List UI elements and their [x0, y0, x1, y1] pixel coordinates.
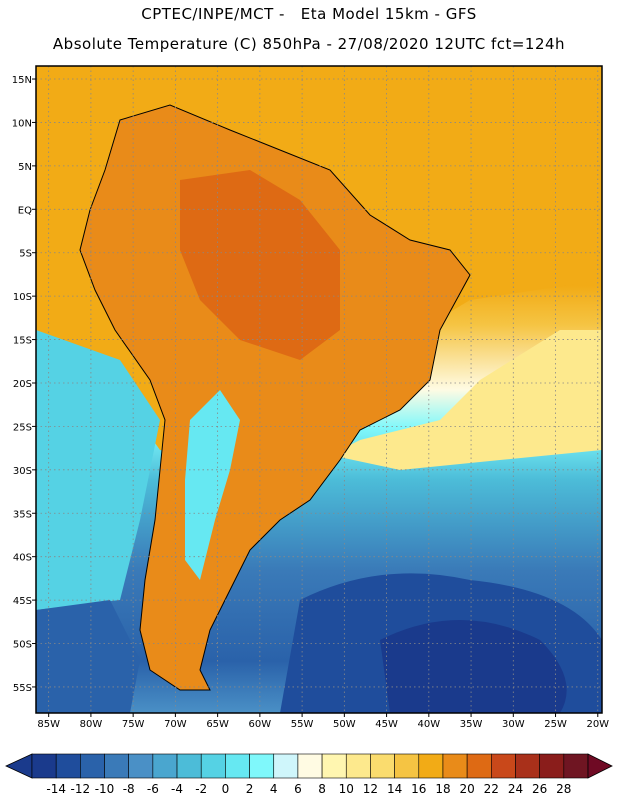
colorbar-swatch	[152, 753, 178, 779]
colorbar-tick-label: 18	[435, 782, 450, 796]
chart-title-line-2: Absolute Temperature (C) 850hPa - 27/08/…	[52, 35, 566, 53]
colorbar-swatch	[442, 753, 468, 779]
chart-title-line-1: CPTEC/INPE/MCT - Eta Model 15km - GFS	[141, 5, 477, 23]
lon-label: 70W	[164, 719, 187, 730]
colorbar-swatch	[418, 753, 444, 779]
colorbar-swatch	[273, 753, 299, 779]
lat-label: 5S	[19, 249, 32, 260]
colorbar-tick-label: 0	[222, 782, 230, 796]
lat-label: 30S	[13, 466, 32, 477]
lon-label: 50W	[333, 719, 356, 730]
colorbar-swatch	[515, 753, 540, 779]
colorbar-legend: -14 -12 -10 -8 -6 -4 -2 0 2 4 6 8 10 12 14 16 18 20 22 24 26…	[5, 753, 613, 796]
latitude-labels: 15N 10N 5N EQ 5S 10S 15S 20S 25S 30S 35S 40S 45S 50S 5…	[12, 75, 32, 694]
colorbar-tick-label: -14	[46, 782, 66, 796]
lat-label: 15N	[12, 75, 32, 86]
lat-label: 20S	[13, 379, 32, 390]
colorbar-tick-label: -2	[195, 782, 207, 796]
pacific-cool-tongue	[36, 330, 160, 610]
colorbar-swatch	[128, 753, 154, 779]
colorbar-min-arrow	[5, 753, 33, 779]
colorbar-tick-label: -8	[123, 782, 135, 796]
colorbar-tick-label: 10	[339, 782, 354, 796]
lat-label: 15S	[13, 336, 32, 347]
colorbar-tick-label: -12	[71, 782, 91, 796]
colorbar-swatch	[491, 753, 516, 779]
subtropical-yellow-band	[330, 330, 602, 470]
colorbar-tick-label: -10	[95, 782, 115, 796]
colorbar-tick-label: 20	[459, 782, 474, 796]
lon-label: 65W	[206, 719, 229, 730]
lon-label: 55W	[291, 719, 314, 730]
colorbar-tick-label: 12	[363, 782, 378, 796]
colorbar-swatch	[249, 753, 275, 779]
colorbar-tick-label: -6	[147, 782, 159, 796]
colorbar-swatch	[370, 753, 395, 779]
south-america-landmass	[79, 104, 471, 691]
lat-label: 50S	[13, 640, 32, 651]
lat-label: 35S	[13, 509, 32, 520]
colorbar-swatch	[297, 753, 323, 779]
colorbar-swatch	[200, 753, 226, 779]
andes-cool-strip	[185, 390, 240, 580]
colorbar-tick-label: 2	[246, 782, 254, 796]
lat-label: 25S	[13, 422, 32, 433]
map-frame	[35, 65, 603, 714]
colorbar-swatch	[563, 753, 589, 779]
colorbar-max-arrow	[587, 753, 613, 779]
lon-label: 80W	[80, 719, 103, 730]
lat-label: 55S	[13, 683, 32, 694]
colorbar-swatch	[345, 753, 371, 779]
colorbar-tick-label: -4	[171, 782, 183, 796]
lon-label: 45W	[375, 719, 398, 730]
lat-label: 10N	[12, 118, 32, 129]
lat-label: 40S	[13, 553, 32, 564]
colorbar-tick-label: 22	[484, 782, 499, 796]
colorbar-tick-label: 14	[387, 782, 402, 796]
colorbar-swatch	[104, 753, 129, 779]
colorbar-tick-label: 28	[556, 782, 571, 796]
colorbar-swatch	[55, 753, 81, 779]
lon-label: 60W	[249, 719, 272, 730]
colorbar-tick-label: 24	[508, 782, 523, 796]
lon-label: 35W	[460, 719, 483, 730]
lat-label: 10S	[13, 292, 32, 303]
colorbar-swatch	[176, 753, 202, 779]
lon-label: 75W	[122, 719, 145, 730]
temperature-map: 15N 10N 5N EQ 5S 10S 15S 20S 25S 30S 35S 40S 45S 50S 5…	[12, 65, 609, 730]
lon-label: 20W	[586, 719, 609, 730]
colorbar-tick-label: 6	[294, 782, 302, 796]
colorbar-tick-label: 26	[532, 782, 547, 796]
colorbar-swatch	[80, 753, 105, 779]
colorbar-swatch	[321, 753, 347, 779]
colorbar-tick-label: 8	[318, 782, 326, 796]
lon-label: 40W	[418, 719, 441, 730]
lat-label: 5N	[18, 162, 32, 173]
colorbar-swatch	[394, 753, 420, 779]
colorbar-tick-label: 16	[411, 782, 426, 796]
longitude-labels: 85W 80W 75W 70W 65W 60W 55W 50W 45W 40W 35W 30W 25W 2…	[37, 719, 609, 730]
lon-label: 85W	[37, 719, 60, 730]
colorbar-swatch	[225, 753, 250, 779]
lat-label: EQ	[18, 205, 32, 216]
deep-cold-core	[380, 620, 567, 713]
colorbar-swatch	[31, 753, 57, 779]
colorbar-tick-label: 4	[270, 782, 278, 796]
lon-label: 25W	[544, 719, 567, 730]
lon-label: 30W	[502, 719, 525, 730]
pacific-cold-southwest	[36, 600, 140, 713]
colorbar-swatch	[539, 753, 565, 779]
colorbar-swatch	[466, 753, 492, 779]
lat-label: 45S	[13, 596, 32, 607]
